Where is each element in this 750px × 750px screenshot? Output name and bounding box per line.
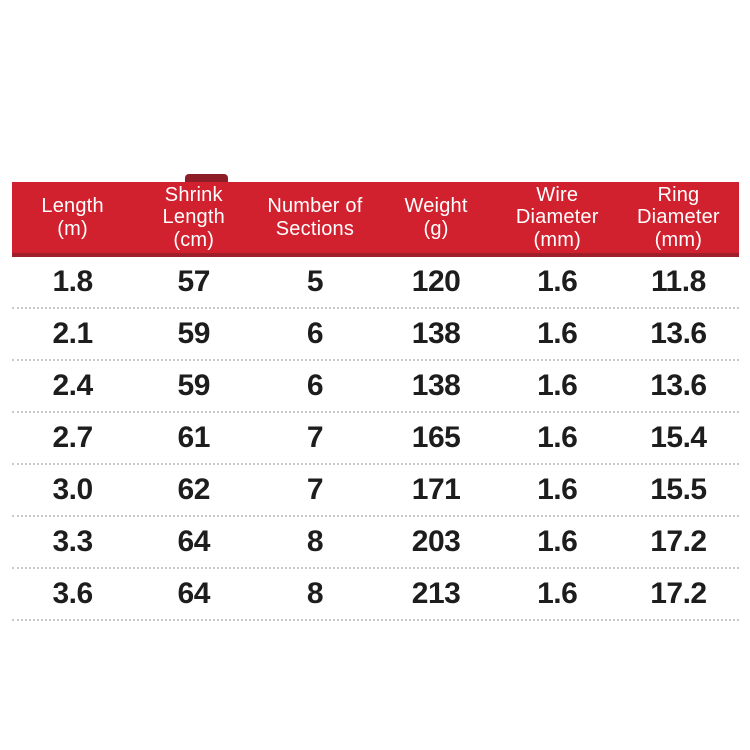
table-cell-length: 3.3: [52, 525, 93, 558]
table-cell-length: 1.8: [52, 265, 93, 298]
table-cell-wire-diameter: 1.6: [537, 473, 578, 506]
table-cell-sections: 6: [306, 369, 324, 402]
table-row: 3.3 64 8 203 1.6 17.2: [12, 517, 739, 569]
table-row: 2.4 59 6 138 1.6 13.6: [12, 361, 739, 413]
spec-table: Length (m) Shrink Length (cm) Number of Se…: [12, 182, 739, 621]
table-row: 3.6 64 8 213 1.6 17.2: [12, 569, 739, 621]
table-cell-shrink-length: 59: [177, 317, 211, 350]
table-cell-ring-diameter: 15.4: [650, 421, 707, 454]
table-row: 2.1 59 6 138 1.6 13.6: [12, 309, 739, 361]
table-cell-ring-diameter: 13.6: [650, 369, 707, 402]
table-cell-shrink-length: 64: [177, 577, 211, 610]
table-cell-shrink-length: 57: [177, 265, 211, 298]
table-cell-sections: 8: [306, 577, 324, 610]
table-cell-weight: 203: [411, 525, 461, 558]
table-cell-shrink-length: 61: [177, 421, 211, 454]
table-row: 2.7 61 7 165 1.6 15.4: [12, 413, 739, 465]
column-header-length: Length (m): [41, 195, 104, 240]
table-cell-ring-diameter: 17.2: [650, 577, 707, 610]
table-cell-wire-diameter: 1.6: [537, 369, 578, 402]
table-cell-length: 2.7: [52, 421, 93, 454]
table-cell-sections: 6: [306, 317, 324, 350]
table-cell-length: 3.0: [52, 473, 93, 506]
table-cell-length: 2.4: [52, 369, 93, 402]
column-header-shrink-length: Shrink Length (cm): [162, 183, 225, 251]
table-row: 1.8 57 5 120 1.6 11.8: [12, 257, 739, 309]
table-cell-ring-diameter: 13.6: [650, 317, 707, 350]
table-cell-weight: 120: [411, 265, 461, 298]
table-cell-sections: 7: [306, 421, 324, 454]
table-cell-weight: 171: [411, 473, 461, 506]
table-cell-sections: 8: [306, 525, 324, 558]
table-cell-sections: 7: [306, 473, 324, 506]
table-cell-shrink-length: 59: [177, 369, 211, 402]
table-body: 1.8 57 5 120 1.6 11.8 2.1 59 6 138 1.6 13.6 2.4 59 6 13…: [12, 257, 739, 621]
table-cell-shrink-length: 62: [177, 473, 211, 506]
column-header-weight: Weight (g): [404, 195, 468, 240]
table-cell-wire-diameter: 1.6: [537, 265, 578, 298]
table-cell-ring-diameter: 17.2: [650, 525, 707, 558]
table-cell-weight: 165: [411, 421, 461, 454]
column-header-wire-diameter: Wire Diameter (mm): [515, 183, 599, 251]
column-header-ring-diameter: Ring Diameter (mm): [637, 183, 720, 251]
table-cell-length: 2.1: [52, 317, 93, 350]
table-cell-wire-diameter: 1.6: [537, 525, 578, 558]
table-header-row: Length (m) Shrink Length (cm) Number of Se…: [12, 182, 739, 257]
table-cell-ring-diameter: 11.8: [651, 265, 706, 298]
column-header-sections: Number of Sections: [267, 195, 363, 240]
table-cell-weight: 213: [411, 577, 461, 610]
table-cell-wire-diameter: 1.6: [537, 421, 578, 454]
table-cell-shrink-length: 64: [177, 525, 211, 558]
crop-artifact: [185, 174, 228, 184]
table-row: 3.0 62 7 171 1.6 15.5: [12, 465, 739, 517]
table-cell-weight: 138: [411, 369, 461, 402]
table-cell-length: 3.6: [52, 577, 93, 610]
table-cell-wire-diameter: 1.6: [537, 317, 578, 350]
table-cell-wire-diameter: 1.6: [537, 577, 578, 610]
table-cell-weight: 138: [411, 317, 461, 350]
table-cell-sections: 5: [306, 265, 324, 298]
table-cell-ring-diameter: 15.5: [650, 473, 707, 506]
